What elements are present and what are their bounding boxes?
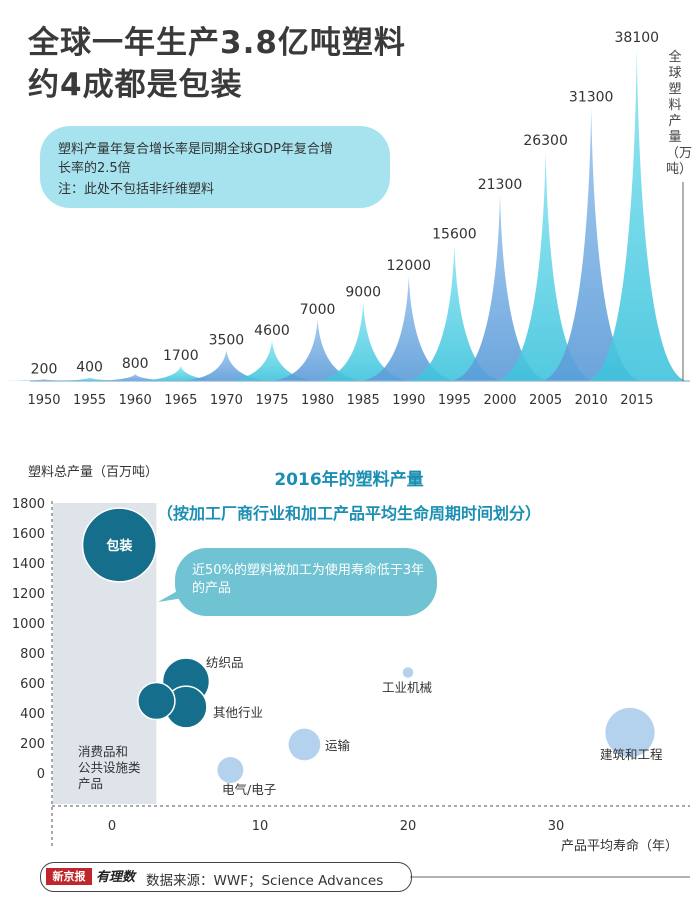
x-tick-1975: 1975 <box>255 393 288 408</box>
y-tick-1800: 1800 <box>12 497 45 512</box>
y-tick-600: 600 <box>20 677 45 692</box>
x-tick-2005: 2005 <box>529 393 562 408</box>
x-tick-2015: 2015 <box>620 393 653 408</box>
value-label-1955: 400 <box>76 360 103 376</box>
spike-1985 <box>311 302 416 381</box>
machinery-bubble <box>402 667 414 678</box>
packaging-label: 包装 <box>106 538 132 554</box>
spike-1975 <box>220 340 324 381</box>
note-bubble <box>40 126 390 208</box>
x-tick-1965: 1965 <box>164 393 197 408</box>
spike-1965 <box>128 366 233 381</box>
spike-1995 <box>402 244 507 381</box>
spike-1970 <box>174 350 279 381</box>
textiles-label: 纺织品 <box>206 655 244 670</box>
x-tick-0: 0 <box>108 819 116 834</box>
footer-frame <box>40 862 412 892</box>
x-tick-10: 10 <box>252 819 269 834</box>
spike-1950 <box>0 379 96 381</box>
value-label-1995: 15600 <box>432 227 477 243</box>
note-line-2: 长率的2.5倍 <box>58 161 131 176</box>
construction-label: 建筑和工程 <box>600 747 663 762</box>
page-title: 全球一年生产3.8亿吨塑料 约4成都是包装 <box>28 22 406 106</box>
value-label-1960: 800 <box>122 356 149 372</box>
electrical-label: 电气/电子 <box>222 782 276 797</box>
x-tick-20: 20 <box>400 819 417 834</box>
y-tick-800: 800 <box>20 647 45 662</box>
x-tick-1985: 1985 <box>347 393 380 408</box>
spike-2005 <box>493 151 598 381</box>
title-line-1: 全球一年生产3.8亿吨塑料 <box>28 25 406 61</box>
value-label-2000: 21300 <box>478 177 523 193</box>
electrical-bubble <box>217 757 244 783</box>
y-tick-1400: 1400 <box>12 557 45 572</box>
x-tick-2010: 2010 <box>575 393 608 408</box>
x-tick-30: 30 <box>548 819 565 834</box>
x-tick-2000: 2000 <box>483 393 516 408</box>
footer-logo-youlishu: 有理数 <box>96 870 136 885</box>
consumer-label-line3: 产品 <box>78 776 103 791</box>
spike-1980 <box>265 319 370 381</box>
y-axis-label: 塑料总产量（百万吨） <box>28 465 158 480</box>
value-label-2010: 31300 <box>569 89 614 105</box>
y-tick-0: 0 <box>37 767 45 782</box>
value-label-1980: 7000 <box>300 302 336 318</box>
x-tick-1955: 1955 <box>73 393 106 408</box>
spike-2015 <box>584 48 689 381</box>
y-tick-200: 200 <box>20 737 45 752</box>
footer-source: 数据来源：WWF；Science Advances <box>146 873 384 889</box>
bottom-chart-subtitle: （按加工厂商行业和加工产品平均生命周期时间划分） <box>156 504 541 523</box>
bottom-chart-title: 2016年的塑料产量 <box>274 470 424 490</box>
consumer-label-line2: 公共设施类 <box>78 760 141 775</box>
value-label-1950: 200 <box>31 361 58 377</box>
y-tick-1600: 1600 <box>12 527 45 542</box>
x-tick-1960: 1960 <box>119 393 152 408</box>
x-axis-label: 产品平均寿命（年） <box>561 838 678 854</box>
value-label-1990: 12000 <box>387 258 432 274</box>
consumer-label-line1: 消费品和 <box>78 744 128 759</box>
note-text: 塑料产量年复合增长率是同期全球GDP年复合增 长率的2.5倍 注：此处不包括非纤… <box>58 140 388 199</box>
consumer-bubble <box>137 681 176 721</box>
spike-2010 <box>539 107 644 381</box>
machinery-label: 工业机械 <box>382 680 433 695</box>
note-line-3: 注：此处不包括非纤维塑料 <box>58 182 215 197</box>
value-label-2015: 38100 <box>615 30 660 46</box>
title-line-2: 约4成都是包装 <box>28 67 243 103</box>
annotation-text: 近50%的塑料被加工为使用寿命低于3年的产品 <box>192 563 425 596</box>
x-tick-1970: 1970 <box>210 393 243 408</box>
value-label-1965: 1700 <box>163 348 199 364</box>
value-label-1975: 4600 <box>254 323 290 339</box>
x-tick-1950: 1950 <box>27 393 60 408</box>
note-line-1: 塑料产量年复合增长率是同期全球GDP年复合增 <box>58 142 333 157</box>
value-label-2005: 26300 <box>523 133 568 149</box>
y-tick-1000: 1000 <box>12 617 45 632</box>
x-tick-1990: 1990 <box>392 393 425 408</box>
transport-bubble <box>288 728 321 761</box>
footer-logo-xinjingbao: 新京报 <box>46 868 92 885</box>
spike-1960 <box>83 374 188 381</box>
other-industry-label: 其他行业 <box>213 705 263 720</box>
y-tick-400: 400 <box>20 707 45 722</box>
y-tick-1200: 1200 <box>12 587 45 602</box>
x-tick-1980: 1980 <box>301 393 334 408</box>
top-chart: 200 1950 400 1955 800 1960 1700 1965 3500 1970 460… <box>0 30 690 408</box>
value-label-1985: 9000 <box>345 284 381 300</box>
transport-label: 运输 <box>325 738 351 753</box>
packaging-bubble <box>81 507 158 583</box>
value-label-1970: 3500 <box>209 332 245 348</box>
spike-1990 <box>356 276 461 381</box>
x-tick-1995: 1995 <box>438 393 471 408</box>
spike-1955 <box>37 377 142 381</box>
construction-bubble <box>605 707 655 758</box>
spike-2000 <box>448 194 552 381</box>
annotation-bubble <box>175 548 437 616</box>
